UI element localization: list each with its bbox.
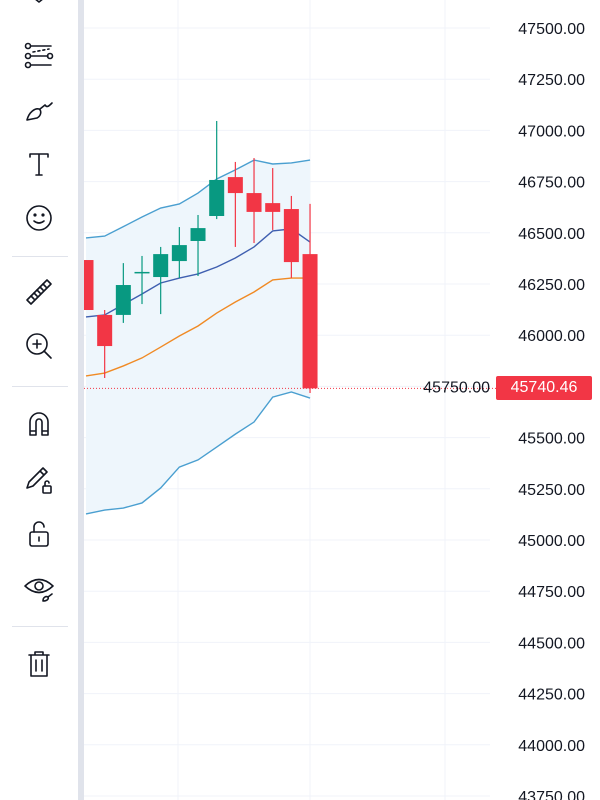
- candle: [265, 168, 281, 230]
- ruler-icon: [26, 279, 52, 305]
- magnet-icon: [29, 412, 49, 436]
- toolbar-divider: [78, 0, 84, 800]
- smiley-icon: [26, 205, 52, 231]
- candle-body: [97, 314, 113, 347]
- upper-band-line: [85, 159, 311, 239]
- y-tick-label: 45750.00: [423, 379, 490, 396]
- pencil-lock-icon: [26, 467, 52, 494]
- candle: [153, 246, 169, 315]
- current-price-label: 45740.46: [496, 376, 592, 400]
- eye-brush-icon: [24, 578, 54, 602]
- text-tool-button[interactable]: [19, 144, 59, 184]
- y-tick-label: 45000.00: [518, 533, 585, 550]
- y-tick-label: 46500.00: [518, 226, 585, 243]
- toolbar-separator: [12, 386, 68, 387]
- y-tick-label: 44250.00: [518, 687, 585, 704]
- toolbar-separator: [12, 256, 68, 257]
- lower-band-line: [85, 391, 311, 515]
- zoom-in-tool-button[interactable]: [19, 326, 59, 366]
- y-tick-label: 43750.00: [518, 789, 585, 800]
- y-tick-label: 46750.00: [518, 175, 585, 192]
- pattern-icon: [35, 0, 43, 3]
- candle: [97, 310, 113, 379]
- y-tick-label: 45500.00: [518, 431, 585, 448]
- candle: [302, 203, 318, 393]
- candle-body: [153, 254, 169, 278]
- candle: [209, 120, 225, 220]
- candle-body: [246, 193, 262, 212]
- candle-body: [134, 271, 150, 274]
- y-tick-label: 47500.00: [518, 21, 585, 38]
- brush-icon: [26, 102, 53, 121]
- zoom-in-icon: [26, 333, 52, 359]
- candle: [190, 214, 206, 277]
- candle-body: [190, 228, 206, 241]
- candle: [171, 227, 187, 279]
- y-tick-label: 44750.00: [518, 584, 585, 601]
- remove-drawings-button[interactable]: [19, 644, 59, 684]
- candle: [246, 158, 262, 244]
- candle-body: [171, 245, 187, 262]
- forecast-lines-icon: [24, 42, 54, 69]
- measure-tool-button[interactable]: [19, 272, 59, 312]
- unlock-icon: [29, 521, 49, 547]
- lock-drawings-button[interactable]: [19, 514, 59, 554]
- candle-body: [265, 203, 281, 212]
- y-tick-label: 46000.00: [518, 328, 585, 345]
- price-axis[interactable]: 47500.00 47250.00 47000.00 46750.00 46500.00…: [423, 21, 585, 800]
- moving-average-line: [85, 277, 311, 377]
- candle: [227, 161, 243, 247]
- pattern-tool-button[interactable]: [19, 0, 59, 28]
- trash-icon: [28, 651, 50, 677]
- y-tick-label: 47250.00: [518, 72, 585, 89]
- toolbar-separator: [12, 626, 68, 627]
- candle: [115, 263, 131, 323]
- brush-tool-button[interactable]: [19, 90, 59, 130]
- drawing-toolbar: [0, 0, 78, 800]
- y-tick-label: 44000.00: [518, 738, 585, 755]
- y-tick-label: 45250.00: [518, 482, 585, 499]
- magnet-mode-button[interactable]: [19, 404, 59, 444]
- candle: [134, 255, 150, 305]
- bollinger-band-fill: [86, 160, 311, 514]
- y-tick-label: 47000.00: [518, 123, 585, 140]
- candle-body: [283, 209, 299, 263]
- forecast-tool-button[interactable]: [19, 36, 59, 76]
- emoji-tool-button[interactable]: [19, 198, 59, 238]
- candle-body: [115, 285, 131, 315]
- text-icon: [29, 153, 49, 176]
- candle: [283, 195, 299, 279]
- stay-in-drawing-mode-button[interactable]: [19, 460, 59, 500]
- hide-drawings-button[interactable]: [19, 568, 59, 608]
- candle-body: [209, 179, 225, 217]
- y-tick-label: 46250.00: [518, 277, 585, 294]
- candle-body: [302, 254, 318, 389]
- candle-body: [227, 177, 243, 194]
- y-tick-label: 44500.00: [518, 635, 585, 652]
